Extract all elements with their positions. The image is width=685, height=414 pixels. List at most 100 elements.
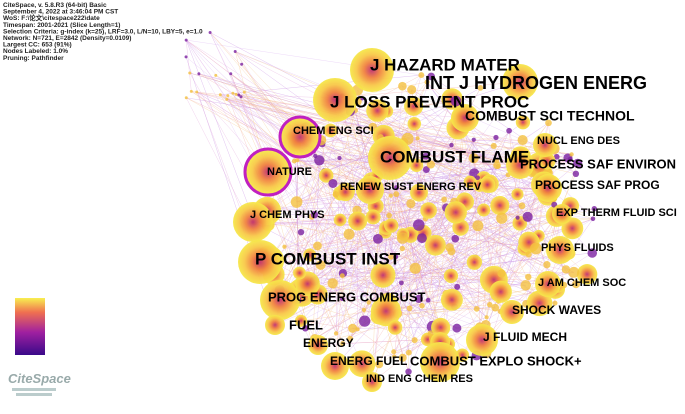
node	[490, 195, 510, 215]
node	[511, 188, 524, 201]
node	[515, 115, 531, 130]
node	[525, 251, 532, 258]
edge	[314, 183, 334, 339]
edge	[387, 218, 594, 303]
node	[484, 315, 489, 320]
node-label: NATURE	[267, 166, 312, 178]
node	[440, 288, 463, 311]
node	[506, 127, 512, 134]
node	[348, 211, 368, 231]
edge	[332, 111, 387, 184]
node	[572, 158, 583, 169]
node	[561, 265, 571, 274]
node	[587, 248, 598, 258]
edge	[238, 94, 318, 295]
node	[490, 142, 497, 150]
edge	[342, 95, 369, 303]
edge	[226, 99, 441, 328]
node	[399, 245, 405, 252]
node-label: RENEW SUST ENERG REV	[340, 181, 482, 193]
edge	[393, 225, 479, 352]
node	[214, 73, 218, 77]
node	[339, 296, 345, 302]
node	[571, 280, 581, 289]
node	[343, 228, 355, 240]
node	[332, 191, 339, 198]
edge	[373, 103, 497, 138]
node-label: ENERG FUEL	[330, 354, 407, 368]
edge	[314, 160, 320, 281]
node	[479, 176, 496, 193]
edge	[476, 137, 497, 309]
edge	[368, 282, 402, 303]
node	[297, 228, 305, 236]
node	[321, 352, 349, 380]
node	[189, 89, 193, 93]
edge	[493, 145, 572, 155]
node	[466, 324, 498, 356]
node	[526, 290, 553, 317]
node	[310, 211, 319, 219]
node	[493, 161, 501, 170]
edge	[427, 127, 459, 301]
logo-base	[12, 388, 56, 396]
node	[576, 264, 598, 285]
node	[414, 294, 423, 303]
node	[388, 193, 393, 198]
edge	[354, 74, 422, 111]
node	[394, 185, 400, 191]
node	[231, 91, 235, 95]
node	[535, 271, 561, 297]
color-legend	[15, 298, 45, 355]
node	[396, 232, 409, 244]
node-label: PROG ENERG COMBUST	[268, 289, 426, 304]
edge	[361, 194, 518, 364]
node	[419, 302, 425, 309]
node	[420, 202, 437, 219]
node	[290, 196, 303, 208]
edge	[357, 329, 395, 357]
node	[468, 153, 479, 164]
node	[568, 266, 580, 278]
node-label: J AM CHEM SOC	[538, 277, 626, 289]
node	[240, 62, 244, 66]
node	[552, 204, 572, 224]
node	[366, 300, 372, 305]
node	[466, 254, 482, 270]
node	[425, 297, 431, 303]
node	[441, 196, 448, 203]
edge	[342, 279, 494, 299]
edge	[382, 212, 456, 276]
node	[393, 254, 399, 260]
edge	[271, 202, 392, 257]
node	[496, 212, 508, 224]
header-line: Selection Criteria: g-index (k=25), LRF=…	[3, 28, 203, 35]
node-label: P COMBUST INST	[255, 249, 401, 268]
edge	[186, 40, 255, 223]
node	[265, 315, 285, 335]
node	[472, 220, 484, 232]
node	[410, 183, 428, 202]
node	[404, 96, 424, 116]
node	[533, 133, 557, 157]
edge	[397, 234, 411, 314]
node	[360, 96, 365, 101]
edge	[296, 160, 298, 203]
edge	[268, 224, 478, 226]
node	[425, 234, 446, 256]
node	[319, 168, 334, 183]
node-label: FUEL	[289, 317, 323, 332]
edge	[241, 64, 327, 176]
edge	[403, 141, 521, 157]
edge	[198, 73, 490, 184]
edge	[330, 130, 365, 322]
node	[431, 317, 451, 338]
node	[282, 244, 287, 249]
node-label: PROCESS SAF ENVIRON	[520, 156, 676, 171]
node	[415, 136, 420, 141]
node	[522, 211, 533, 222]
edge	[411, 89, 518, 195]
edge	[252, 221, 457, 329]
node	[534, 174, 562, 202]
